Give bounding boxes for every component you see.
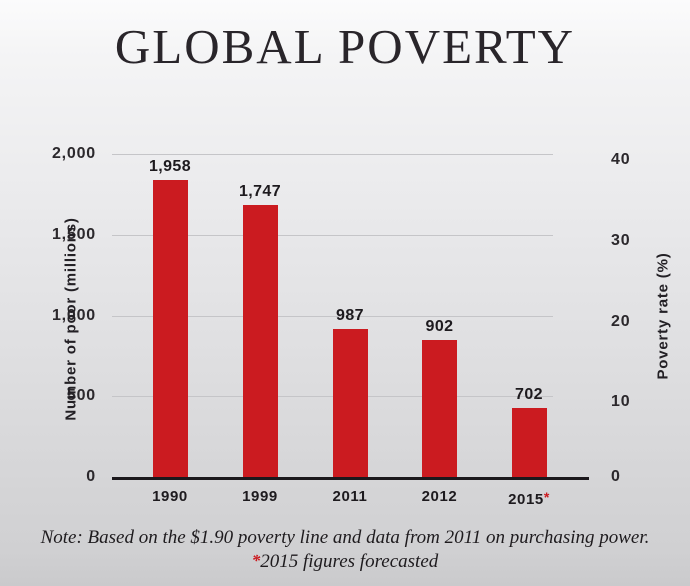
x-axis-tick: 2011 — [305, 488, 395, 506]
x-tick-year: 2012 — [421, 488, 458, 505]
gridline — [112, 315, 553, 317]
bar-value-label: 1,958 — [148, 158, 192, 175]
bar-1990 — [152, 180, 188, 477]
y-axis-tick-right: 10 — [611, 393, 631, 411]
footnote-forecast-text: 2015 figures forecasted — [260, 551, 439, 572]
x-tick-year: 1999 — [242, 488, 278, 505]
asterisk-icon: * — [251, 551, 261, 570]
bar-2011 — [332, 329, 368, 477]
right-axis-title: Poverty rate (%) — [654, 252, 672, 380]
bar-2012 — [422, 340, 457, 477]
forecast-asterisk-icon: * — [543, 489, 550, 505]
y-axis-tick-left: 500 — [66, 387, 96, 405]
bar-value-label: 987 — [336, 307, 364, 324]
x-tick-year: 2011 — [332, 488, 368, 505]
y-axis-tick-right: 0 — [611, 468, 621, 485]
y-axis-tick-left: 2,000 — [51, 145, 96, 162]
left-axis-title: Number of poor (millions) — [62, 217, 80, 421]
x-tick-year: 2015 — [508, 491, 544, 508]
footnote-line-1: Note: Based on the $1.90 poverty line an… — [0, 527, 690, 549]
bar-value-label: 902 — [425, 318, 454, 335]
x-tick-year: 1990 — [152, 488, 188, 505]
y-axis-tick-left: 1,000 — [51, 306, 96, 324]
y-axis-tick-left: 1,500 — [51, 225, 96, 243]
x-axis-line — [112, 477, 589, 480]
x-axis-tick: 2012 — [395, 488, 485, 506]
y-axis-tick-right: 30 — [611, 231, 631, 249]
bar-value-label: 1,747 — [238, 183, 282, 200]
x-axis-tick: 1990 — [125, 488, 215, 506]
x-axis-tick: 2015* — [484, 488, 574, 508]
y-axis-tick-left: 0 — [86, 468, 96, 485]
footnote-line-2: *2015 figures forecasted — [0, 551, 690, 573]
gridline — [112, 234, 553, 236]
x-axis-tick: 1999 — [215, 488, 305, 506]
chart-title: GLOBAL POVERTY — [114, 19, 576, 74]
bar-value-label: 702 — [515, 386, 543, 403]
footnote-text: Note: Based on the $1.90 poverty line an… — [40, 527, 650, 548]
gridline — [112, 154, 553, 155]
bar-2015 — [511, 408, 547, 477]
bar-1999 — [242, 205, 278, 477]
y-axis-tick-right: 40 — [611, 151, 631, 168]
y-axis-tick-right: 20 — [611, 312, 631, 330]
